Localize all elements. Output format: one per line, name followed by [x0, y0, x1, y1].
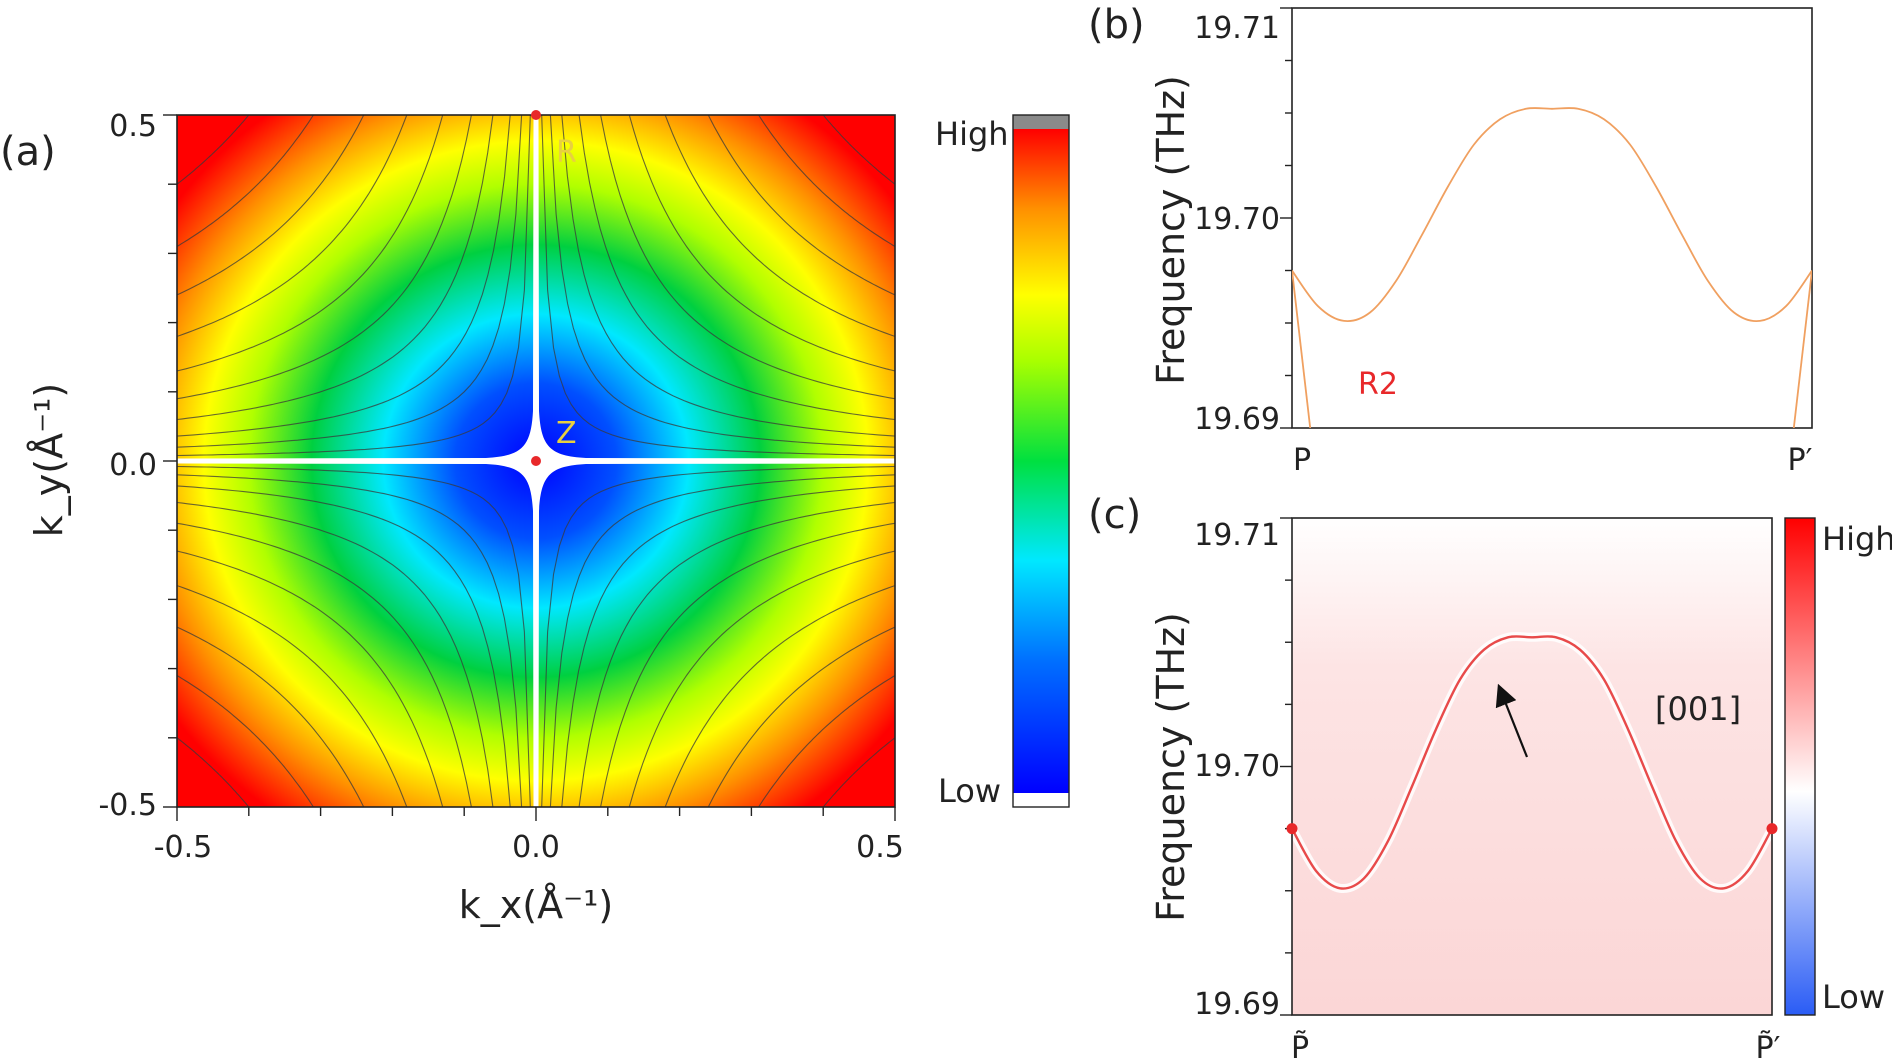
point-Z-marker	[531, 456, 541, 466]
panel-c-point-right	[1766, 823, 1778, 835]
contour-line	[541, 115, 895, 457]
panel-c-y-tick-1: 19.71	[1194, 518, 1280, 553]
contour-line	[561, 485, 895, 807]
contour-line	[628, 550, 895, 807]
contour-line	[177, 626, 365, 807]
panel-a-y-tick-3: -0.5	[98, 788, 157, 823]
contour-line	[177, 737, 250, 807]
panel-b-y-tick-1: 19.71	[1194, 11, 1280, 46]
panel-b-y-axis-label: Frequency (THz)	[1149, 75, 1193, 385]
panel-c-heatmap	[1292, 518, 1772, 1015]
contour-line	[707, 626, 895, 807]
contour-line	[177, 485, 511, 807]
contour-line	[177, 501, 494, 807]
panel-a-colorbar-high: High	[935, 115, 1009, 153]
contour-line	[177, 675, 314, 807]
panel-c-colorbar-low: Low	[1822, 978, 1885, 1016]
contour-line	[177, 550, 444, 807]
band-curve-left	[1292, 270, 1312, 428]
contour-line	[549, 115, 895, 448]
contour-line	[177, 115, 365, 296]
panel-a-label: (a)	[0, 129, 56, 175]
contour-line	[177, 115, 408, 337]
panel-b-frame	[1291, 7, 1813, 429]
contour-line	[822, 115, 895, 185]
panel-b-label: (b)	[1088, 2, 1145, 48]
panel-a-x-tick-3: 0.5	[856, 830, 904, 865]
contour-line	[177, 115, 511, 437]
band-curve-right	[1792, 270, 1812, 428]
surface-state-line	[1292, 635, 1772, 890]
contour-line	[578, 501, 895, 807]
panel-b-y-tick-3: 19.69	[1194, 402, 1280, 437]
contour-line	[600, 115, 895, 400]
contour-line	[600, 522, 895, 807]
panel-a-colorbar	[1012, 114, 1070, 808]
panel-b-x-tick-P: P	[1293, 443, 1311, 478]
panel-c-label: (c)	[1088, 492, 1141, 538]
contour-line	[177, 585, 408, 807]
panel-a-x-tick-1: -0.5	[154, 830, 213, 865]
contour-line	[177, 465, 531, 807]
band-curve-main	[1292, 107, 1812, 323]
quadrant-bottom-right	[536, 461, 895, 807]
contour-line	[707, 115, 895, 296]
quadrant-bottom-left	[177, 461, 536, 807]
contour-line	[177, 474, 523, 807]
panel-c-colorbar	[1784, 517, 1816, 1016]
panel-a-x-tick-2: 0.0	[512, 830, 560, 865]
contour-line	[628, 115, 895, 372]
contour-line	[177, 115, 314, 247]
contour-line	[664, 585, 895, 807]
contour-line	[177, 115, 250, 185]
contour-line	[549, 474, 895, 807]
panel-a-colorbar-low: Low	[938, 772, 1001, 810]
contour-line	[664, 115, 895, 337]
panel-c-y-axis-label: Frequency (THz)	[1149, 612, 1193, 922]
panel-a-heatmap	[177, 115, 895, 807]
panel-c-arrow	[1495, 683, 1529, 758]
point-Z-label: Z	[556, 416, 577, 451]
panel-c-annotation-001: [001]	[1655, 690, 1741, 728]
panel-b-annotation-R2: R2	[1358, 367, 1398, 402]
point-R-label: R	[556, 135, 577, 170]
contour-line	[541, 465, 895, 807]
contour-line	[177, 115, 523, 448]
panel-a-y-tick-2: 0.0	[109, 448, 157, 483]
contour-line	[177, 115, 531, 457]
point-R-marker	[531, 110, 541, 120]
panel-a-ticks	[163, 114, 896, 821]
panel-b-x-tick-Pprime: P′	[1788, 443, 1813, 478]
contour-line	[758, 675, 895, 807]
contour-line	[177, 115, 472, 400]
contour-line	[822, 737, 895, 807]
panel-c-y-tick-3: 19.69	[1194, 987, 1280, 1022]
panel-b-y-tick-2: 19.70	[1194, 202, 1280, 237]
panel-c-x-tick-Ptilde-prime: P̃′	[1756, 1031, 1781, 1064]
panel-b-ticks	[1280, 7, 1292, 429]
quadrant-top-left	[177, 115, 536, 461]
quadrant-top-right	[536, 115, 895, 461]
panel-a-y-axis-label: k_y(Å⁻¹)	[27, 383, 71, 537]
panel-c-y-tick-2: 19.70	[1194, 749, 1280, 784]
contour-line	[177, 115, 494, 421]
contour-line	[177, 115, 444, 372]
contour-line	[561, 115, 895, 437]
contour-line	[578, 115, 895, 421]
panel-c-colorbar-high: High	[1822, 520, 1892, 558]
panel-a-y-tick-1: 0.5	[109, 109, 157, 144]
contour-line	[758, 115, 895, 247]
panel-c-point-left	[1286, 823, 1298, 835]
contour-lines	[177, 115, 895, 807]
panel-c-x-tick-Ptilde: P̃	[1291, 1031, 1309, 1064]
contour-line	[177, 522, 472, 807]
panel-a-x-axis-label: k_x(Å⁻¹)	[459, 883, 613, 927]
